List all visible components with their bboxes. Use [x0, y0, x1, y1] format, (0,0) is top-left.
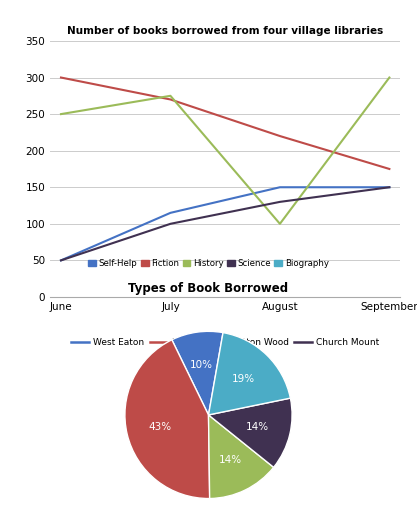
- Wedge shape: [208, 415, 274, 499]
- Wedge shape: [172, 331, 223, 415]
- Text: 14%: 14%: [246, 422, 269, 432]
- Wedge shape: [125, 340, 210, 499]
- Text: 10%: 10%: [190, 360, 213, 370]
- Title: Types of Book Borrowed: Types of Book Borrowed: [128, 283, 289, 295]
- Text: 14%: 14%: [219, 455, 242, 465]
- Text: 19%: 19%: [232, 374, 255, 384]
- Wedge shape: [208, 333, 290, 415]
- Legend: West Eaton, Ryeslip, Sutton Wood, Church Mount: West Eaton, Ryeslip, Sutton Wood, Church…: [68, 335, 383, 351]
- Wedge shape: [208, 398, 292, 467]
- Text: 43%: 43%: [148, 421, 171, 432]
- Title: Number of books borrowed from four village libraries: Number of books borrowed from four villa…: [67, 26, 383, 36]
- Legend: Self-Help, Fiction, History, Science, Biography: Self-Help, Fiction, History, Science, Bi…: [85, 255, 332, 271]
